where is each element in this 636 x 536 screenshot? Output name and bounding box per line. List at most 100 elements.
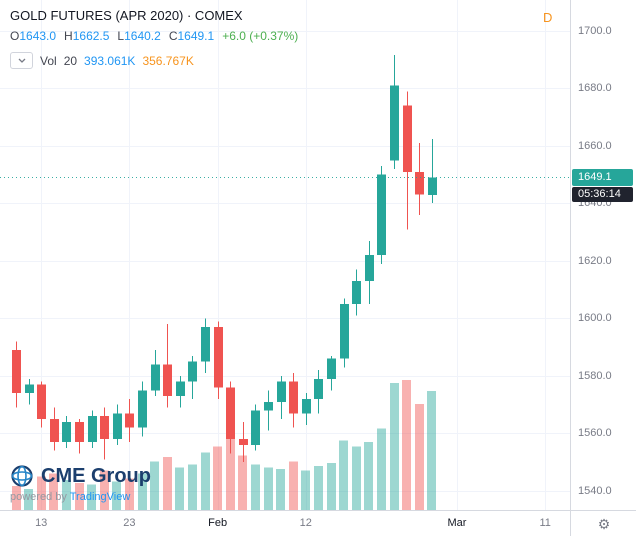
candle-body <box>352 281 361 305</box>
volume-label: Vol <box>40 53 57 68</box>
volume-bar <box>100 470 109 510</box>
cme-logo-text: CME Group <box>41 464 151 487</box>
volume-bar <box>150 461 159 510</box>
low-pair: L1640.2 <box>117 29 160 43</box>
time-tick-label: Mar <box>447 517 467 529</box>
candle-body <box>377 174 386 256</box>
volume-bar <box>238 455 247 510</box>
open-label: O <box>10 29 20 43</box>
gear-icon[interactable]: ⚙ <box>597 515 611 532</box>
candle-body <box>125 413 134 428</box>
volume-bar <box>402 380 411 510</box>
time-tick-label: 12 <box>299 517 312 529</box>
volume-bar <box>327 463 336 510</box>
time-tick-label: 11 <box>539 517 551 529</box>
price-axis[interactable]: 1700.0 1680.0 1660.0 1640.0 1620.0 1600.0 1580… <box>570 0 636 510</box>
volume-bar <box>87 484 96 510</box>
low-label: L <box>117 29 125 43</box>
volume-ma-value: 356.767K <box>142 53 194 68</box>
low-value: 1640.2 <box>124 29 161 43</box>
chevron-down-icon <box>18 58 25 63</box>
ohlc-row: O1643.0 H1662.5 L1640.2 C1649.1 +6.0 (+0… <box>10 29 298 43</box>
time-axis[interactable]: 13 23 Feb 12 Mar 11 <box>0 510 570 536</box>
volume-period: 20 <box>63 53 78 68</box>
volume-bar <box>339 440 348 510</box>
volume-bar <box>289 461 298 510</box>
candle-body <box>277 381 286 402</box>
candle-body <box>239 439 248 445</box>
candle-body <box>25 384 34 394</box>
close-value: 1649.1 <box>177 29 215 43</box>
volume-bar <box>314 466 323 510</box>
time-tick-label: 13 <box>35 517 48 529</box>
candle-body <box>302 398 311 414</box>
price-tick-label: 1580.0 <box>578 369 612 382</box>
volume-bar <box>427 391 436 510</box>
price-tick-label: 1600.0 <box>578 312 612 325</box>
candle-body <box>327 358 336 379</box>
price-tick-label: 1680.0 <box>578 82 612 95</box>
symbol-title-row: GOLD FUTURES (APR 2020) · COMEX <box>10 8 298 23</box>
interval-label[interactable]: D <box>543 10 553 25</box>
volume-bar <box>213 446 222 510</box>
price-change: +6.0 (+0.37%) <box>222 29 299 43</box>
candle-body <box>428 177 437 195</box>
volume-bar <box>37 476 46 510</box>
candlestick-chart[interactable] <box>0 0 570 510</box>
high-pair: H1662.5 <box>64 29 109 43</box>
volume-collapse-button[interactable] <box>10 52 33 69</box>
powered-prefix: powered by <box>10 491 67 503</box>
candle-body <box>75 421 84 443</box>
bar-countdown: 05:36:14 <box>572 187 633 202</box>
volume-value: 393.061K <box>84 53 136 68</box>
high-label: H <box>64 29 73 43</box>
volume-bar <box>390 383 399 510</box>
close-label: C <box>168 29 178 43</box>
candle-body <box>163 364 172 397</box>
volume-bar <box>201 452 210 510</box>
last-price-tag: 1649.1 <box>572 169 633 186</box>
volume-bar <box>75 482 84 510</box>
close-pair: C1649.1 <box>169 29 214 43</box>
exchange-logo: CME Group powered by TradingView <box>10 464 151 504</box>
volume-bar <box>163 457 172 510</box>
candle-body <box>289 381 298 414</box>
candle-body <box>151 364 160 391</box>
price-tick-label: 1660.0 <box>578 139 612 152</box>
volume-bar <box>226 437 235 510</box>
volume-bar <box>301 470 310 510</box>
symbol-title[interactable]: GOLD FUTURES (APR 2020) · COMEX <box>10 8 243 23</box>
candle-body <box>340 304 349 359</box>
candle-body <box>403 105 412 172</box>
cme-logo-mark <box>11 465 33 487</box>
powered-by: powered by TradingView <box>10 491 151 503</box>
tradingview-link[interactable]: TradingView <box>69 491 131 503</box>
price-tick-label: 1540.0 <box>578 484 612 497</box>
volume-bar <box>364 441 373 510</box>
volume-bar <box>175 467 184 510</box>
candle-body <box>50 419 59 443</box>
volume-bar <box>24 488 33 510</box>
volume-bar <box>415 404 424 510</box>
candle-body <box>12 350 21 394</box>
volume-bar <box>352 446 361 510</box>
candle-body <box>37 384 46 420</box>
candle-body <box>176 381 185 397</box>
cme-logo-row[interactable]: CME Group <box>10 464 151 488</box>
price-tick-label: 1700.0 <box>578 24 612 37</box>
price-tick-label: 1620.0 <box>578 254 612 267</box>
candle-body <box>138 390 147 428</box>
price-tick-label: 1560.0 <box>578 427 612 440</box>
legend: GOLD FUTURES (APR 2020) · COMEX O1643.0 … <box>10 8 298 69</box>
volume-bar <box>49 473 58 510</box>
candle-body <box>100 416 109 440</box>
volume-bar <box>138 473 147 510</box>
high-value: 1662.5 <box>72 29 110 43</box>
volume-row: Vol 20 393.061K 356.767K <box>10 52 298 69</box>
volume-bar <box>276 469 285 510</box>
open-pair: O1643.0 <box>10 29 56 43</box>
volume-bar <box>12 485 21 510</box>
candle-body <box>314 378 323 399</box>
candle-body <box>201 327 210 362</box>
